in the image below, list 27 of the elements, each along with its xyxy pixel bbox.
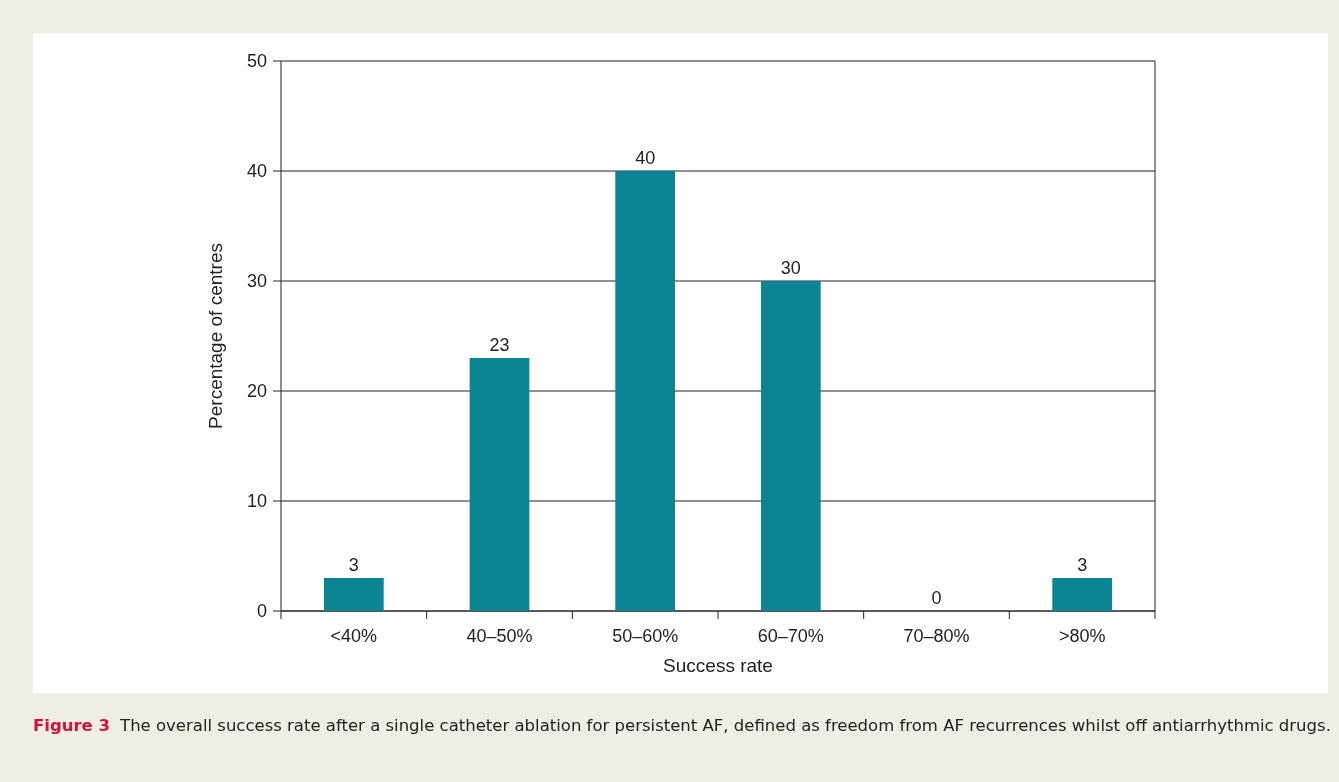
x-tick-label: >80% <box>1058 626 1106 646</box>
data-label: 40 <box>635 148 656 168</box>
bar <box>615 171 676 611</box>
data-label: 3 <box>1077 555 1088 575</box>
data-label: 30 <box>780 258 801 278</box>
bar <box>323 578 384 611</box>
bar <box>760 281 821 611</box>
data-label: 3 <box>348 555 359 575</box>
bar <box>469 358 530 611</box>
bar <box>1052 578 1113 611</box>
x-tick-label: 50–60% <box>612 626 679 646</box>
y-tick-label: 50 <box>246 51 267 71</box>
y-tick-label: 40 <box>246 161 267 181</box>
y-tick-label: 10 <box>246 491 267 511</box>
data-label: 0 <box>931 588 942 608</box>
x-tick-label: <40% <box>330 626 378 646</box>
data-label: 23 <box>489 335 510 355</box>
x-axis-title: Success rate <box>663 655 773 676</box>
y-tick-label: 20 <box>246 381 267 401</box>
x-tick-label: 70–80% <box>903 626 970 646</box>
y-tick-label: 0 <box>256 601 267 621</box>
caption: Figure 3 <box>33 716 111 735</box>
x-tick-label: 40–50% <box>466 626 533 646</box>
x-tick-label: 60–70% <box>757 626 824 646</box>
y-axis-title: Percentage of centres <box>205 243 226 429</box>
text: The overall success rate after a single catheter ablation for persistent AF, defined as freedom from AF recurrences whilst off antiarrhythmic drugs. <box>120 716 1331 735</box>
y-tick-label: 30 <box>246 271 267 291</box>
